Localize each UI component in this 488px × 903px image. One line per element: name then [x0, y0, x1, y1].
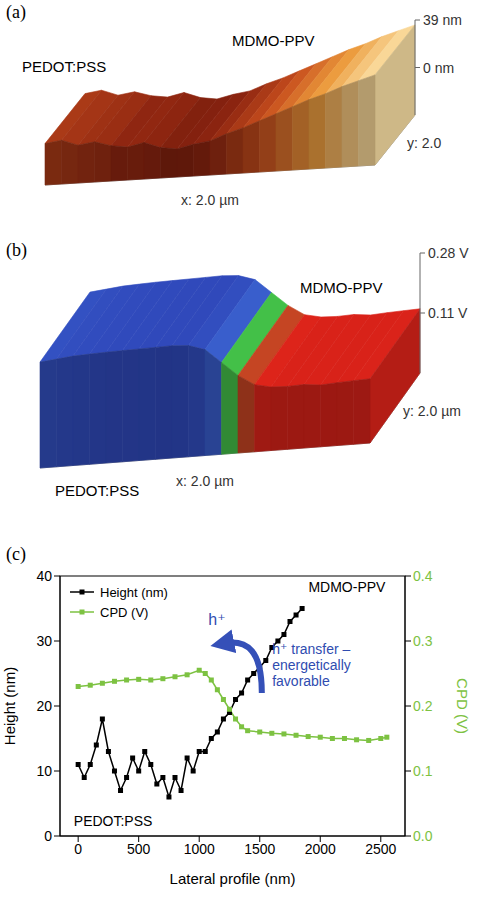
svg-text:y: 2.0: y: 2.0: [407, 135, 441, 151]
svg-text:2000: 2000: [305, 841, 336, 857]
svg-text:0 nm: 0 nm: [423, 60, 454, 76]
html-text:(c): (c): [6, 544, 26, 564]
svg-text:10: 10: [36, 763, 52, 779]
svg-text:0.0: 0.0: [413, 828, 433, 844]
svg-text:h⁺: h⁺: [208, 611, 225, 628]
svg-text:PEDOT:PSS: PEDOT:PSS: [74, 813, 153, 829]
svg-text:40: 40: [36, 568, 52, 584]
svg-text:1500: 1500: [244, 841, 275, 857]
svg-text:PEDOT:PSS: PEDOT:PSS: [55, 482, 139, 499]
svg-text:CPD (V): CPD (V): [454, 678, 471, 734]
svg-text:Lateral profile (nm): Lateral profile (nm): [170, 870, 296, 887]
svg-text:0.4: 0.4: [413, 568, 433, 584]
svg-text:CPD (V): CPD (V): [100, 605, 148, 620]
svg-text:Height (nm): Height (nm): [100, 585, 168, 600]
svg-text:x: 2.0 µm: x: 2.0 µm: [176, 473, 234, 489]
svg-text:PEDOT:PSS: PEDOT:PSS: [22, 58, 106, 75]
svg-text:MDMO-PPV: MDMO-PPV: [308, 579, 386, 595]
svg-text:x: 2.0 µm: x: 2.0 µm: [181, 192, 239, 208]
svg-text:MDMO-PPV: MDMO-PPV: [232, 32, 315, 49]
svg-text:0.3: 0.3: [413, 633, 433, 649]
svg-text:h⁺ transfer –energeticallyfavo: h⁺ transfer –energeticallyfavorable: [272, 641, 351, 689]
svg-text:(b): (b): [6, 240, 27, 261]
svg-text:0: 0: [74, 841, 82, 857]
svg-text:500: 500: [127, 841, 151, 857]
svg-text:0: 0: [44, 828, 52, 844]
svg-text:Height (nm): Height (nm): [1, 667, 18, 745]
svg-text:(a): (a): [6, 2, 26, 23]
svg-text:y: 2.0 µm: y: 2.0 µm: [403, 403, 461, 419]
svg-text:0.2: 0.2: [413, 698, 433, 714]
svg-text:1000: 1000: [184, 841, 215, 857]
svg-text:0.28 V: 0.28 V: [428, 245, 469, 261]
svg-text:30: 30: [36, 633, 52, 649]
svg-text:39 nm: 39 nm: [423, 12, 462, 28]
svg-text:0.11 V: 0.11 V: [428, 305, 468, 321]
svg-text:MDMO-PPV: MDMO-PPV: [300, 279, 383, 296]
svg-text:2500: 2500: [365, 841, 396, 857]
svg-text:20: 20: [36, 698, 52, 714]
svg-text:0.1: 0.1: [413, 763, 433, 779]
